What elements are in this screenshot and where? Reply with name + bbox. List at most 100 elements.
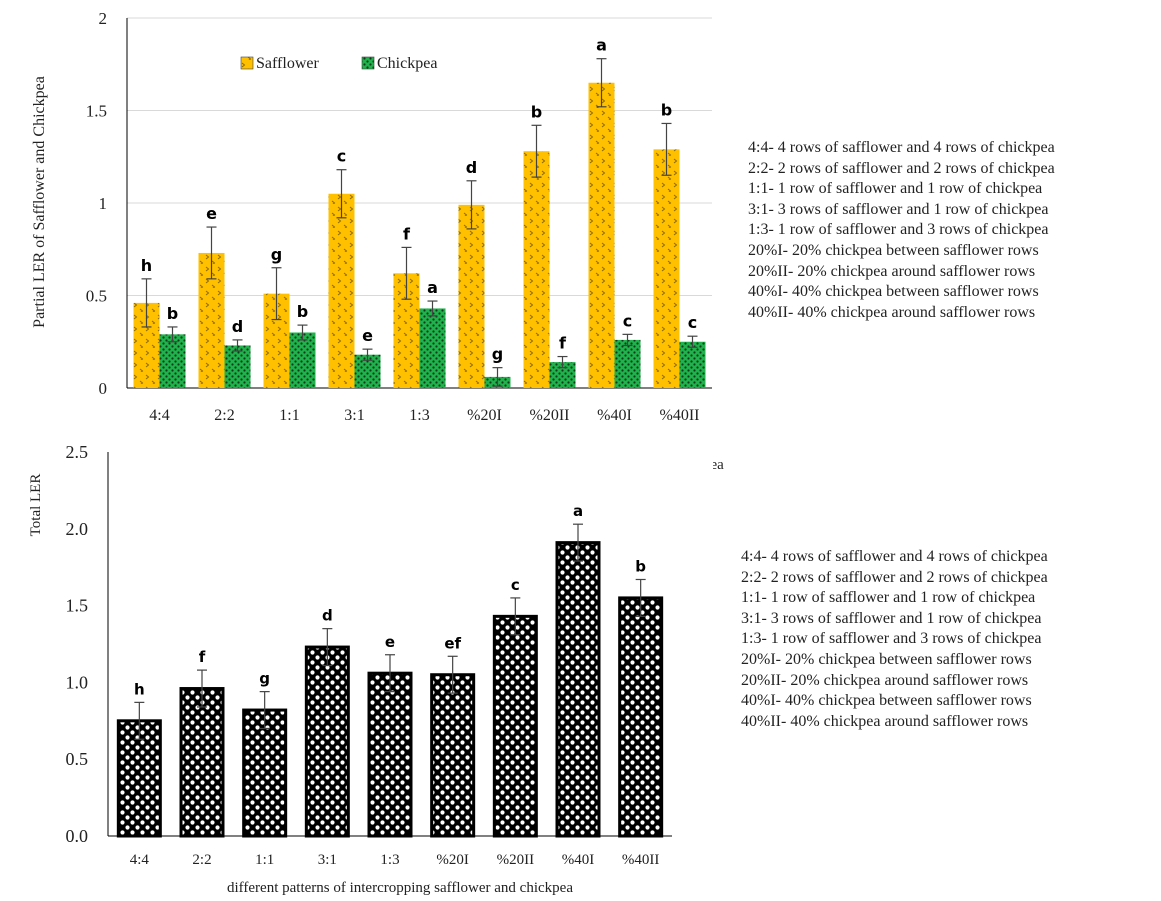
bar-chickpea xyxy=(614,339,641,388)
note-line: 20%II- 20% chickpea around safflower row… xyxy=(748,262,1036,280)
y-tick-label: 1.5 xyxy=(66,596,89,616)
note-line: 2:2- 2 rows of safflower and 2 rows of c… xyxy=(741,568,1048,586)
y-tick-label: 0 xyxy=(99,379,108,398)
note-line: 1:3- 1 row of safflower and 3 rows of ch… xyxy=(748,221,1049,239)
y-tick-label: 0.5 xyxy=(86,287,107,306)
x-tick-label: 1:1 xyxy=(279,407,299,424)
x-tick-label: %20II xyxy=(497,852,535,868)
note-line: 1:1- 1 row of safflower and 1 row of chi… xyxy=(748,180,1043,198)
significance-letter: g xyxy=(259,670,270,688)
bar-safflower xyxy=(523,151,550,388)
significance-letter: c xyxy=(623,311,632,330)
x-tick-label: 1:1 xyxy=(255,852,274,868)
legend-swatch-chickpea xyxy=(361,56,375,70)
y-tick-label: 0.5 xyxy=(66,749,89,769)
significance-letter: g xyxy=(492,345,503,364)
x-tick-label: 3:1 xyxy=(344,407,364,424)
significance-letter: d xyxy=(466,158,477,177)
significance-letter: b xyxy=(531,102,542,121)
note-line: 20%I- 20% chickpea between safflower row… xyxy=(748,241,1039,259)
x-tick-label: 4:4 xyxy=(149,407,169,424)
y-tick-label: 2.5 xyxy=(66,442,89,462)
x-tick-label: 4:4 xyxy=(130,852,150,868)
bar-total xyxy=(242,708,288,838)
bar-chickpea xyxy=(159,334,186,388)
note-line: 3:1- 3 rows of safflower and 1 row of ch… xyxy=(741,609,1042,627)
y-tick-label: 1.5 xyxy=(86,102,107,121)
significance-letter: c xyxy=(511,576,520,594)
significance-letter: f xyxy=(199,648,206,666)
bar-total xyxy=(555,541,601,838)
legend-label-chickpea: Chickpea xyxy=(377,55,437,72)
overlap-text-fragment: pea xyxy=(703,457,724,473)
significance-letter: c xyxy=(688,313,697,332)
x-tick-label: %20I xyxy=(467,407,502,424)
note-line: 40%II- 40% chickpea around safflower row… xyxy=(741,712,1029,730)
legend-label-safflower: Safflower xyxy=(256,55,319,72)
top-y-axis-title: Partial LER of Safflower and Chickpea xyxy=(31,76,48,328)
x-tick-label: %40I xyxy=(597,407,632,424)
note-line: 4:4- 4 rows of safflower and 4 rows of c… xyxy=(741,548,1048,565)
significance-letter: h xyxy=(141,256,152,275)
x-tick-label: 2:2 xyxy=(192,852,211,868)
y-tick-label: 2.0 xyxy=(66,519,89,539)
bottom-y-axis-title: Total LER xyxy=(28,474,44,537)
bar-safflower xyxy=(588,82,615,388)
significance-letter: c xyxy=(337,147,346,166)
significance-letter: ef xyxy=(444,634,461,652)
significance-letter: b xyxy=(635,557,646,575)
y-tick-label: 1 xyxy=(99,194,108,213)
x-tick-label: %40II xyxy=(660,407,700,424)
x-tick-label: 1:3 xyxy=(380,852,399,868)
legend-notes-top: 4:4- 4 rows of safflower and 4 rows of c… xyxy=(748,138,1055,323)
x-tick-label: %20II xyxy=(530,407,570,424)
legend-notes-bottom: 4:4- 4 rows of safflower and 4 rows of c… xyxy=(741,547,1048,732)
note-line: 40%I- 40% chickpea between safflower row… xyxy=(741,692,1032,710)
significance-letter: h xyxy=(134,680,145,698)
significance-letter: e xyxy=(385,633,395,651)
note-line: 1:1- 1 row of safflower and 1 row of chi… xyxy=(741,589,1036,607)
significance-letter: g xyxy=(271,245,282,264)
x-tick-label: 2:2 xyxy=(214,407,234,424)
total-ler-chart: 0.0 0.5 1.0 1.5 2.0 2.5 4:4 2:2 1:1 3:1 1:3 %20I %20… xyxy=(66,442,672,868)
note-line: 20%II- 20% chickpea around safflower row… xyxy=(741,671,1029,689)
bar-safflower xyxy=(653,149,680,388)
note-line: 2:2- 2 rows of safflower and 2 rows of c… xyxy=(748,159,1055,177)
bar-total xyxy=(492,614,538,838)
legend: Safflower Chickpea xyxy=(240,55,437,72)
note-line: 1:3- 1 row of safflower and 3 rows of ch… xyxy=(741,630,1042,648)
bar-total xyxy=(430,673,476,838)
significance-letter: a xyxy=(427,278,438,297)
bar-safflower xyxy=(458,204,485,388)
note-line: 40%I- 40% chickpea between safflower row… xyxy=(748,283,1039,301)
significance-letter: e xyxy=(362,326,373,345)
y-tick-label: 0.0 xyxy=(66,826,89,846)
significance-letter: f xyxy=(559,334,567,353)
bottom-x-axis-title: different patterns of intercropping saff… xyxy=(227,880,573,896)
significance-letter: a xyxy=(596,36,607,55)
significance-letter: e xyxy=(206,204,217,223)
bar-total xyxy=(367,671,413,838)
x-tick-label: 1:3 xyxy=(409,407,429,424)
y-tick-label: 2 xyxy=(99,9,108,28)
bar-total xyxy=(304,645,350,838)
x-tick-label: %40I xyxy=(562,852,595,868)
x-tick-label: %40II xyxy=(622,852,660,868)
x-tick-label: %20I xyxy=(436,852,469,868)
significance-letter: a xyxy=(573,502,583,520)
note-line: 20%I- 20% chickpea between safflower row… xyxy=(741,650,1032,668)
partial-ler-chart: 0 0.5 1 1.5 2 4:4 2:2 1:1 3:1 1:3 %20I %20II %40I %40… xyxy=(86,9,712,424)
note-line: 40%II- 40% chickpea around safflower row… xyxy=(748,303,1036,321)
significance-letter: b xyxy=(297,302,308,321)
bar-chickpea xyxy=(679,341,706,388)
bar-chickpea xyxy=(289,332,316,388)
bar-chickpea xyxy=(419,308,446,388)
bar-chickpea xyxy=(224,345,251,388)
x-tick-label: 3:1 xyxy=(318,852,337,868)
significance-letter: d xyxy=(232,317,243,336)
bar-total xyxy=(179,687,225,838)
legend-swatch-safflower xyxy=(240,56,254,70)
note-line: 4:4- 4 rows of safflower and 4 rows of c… xyxy=(748,139,1055,156)
significance-letter: f xyxy=(403,224,411,243)
